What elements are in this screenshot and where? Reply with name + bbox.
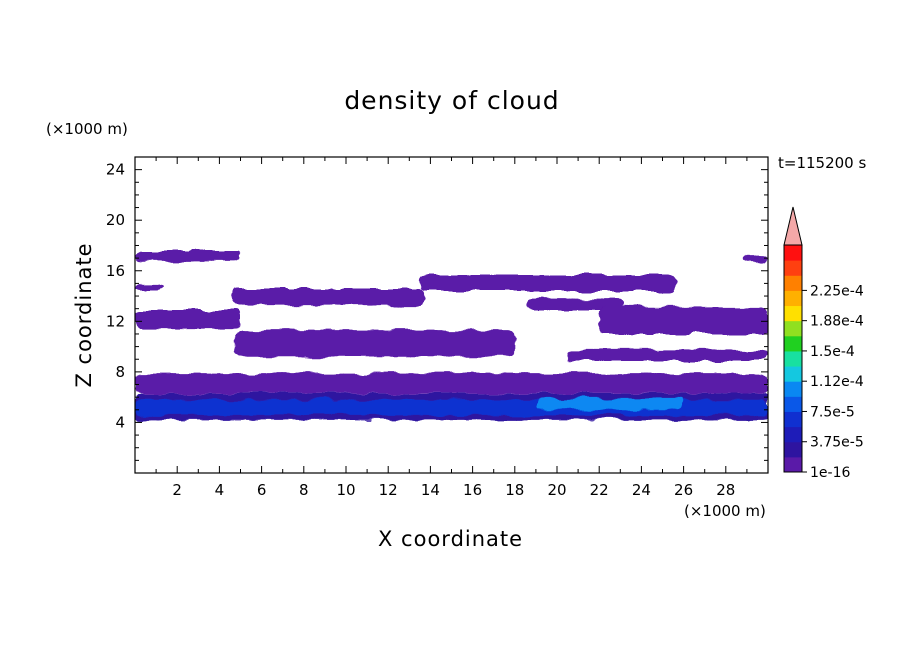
colorbar-swatch xyxy=(784,290,802,307)
colorbar-swatch xyxy=(784,366,802,382)
cloud-layer xyxy=(135,309,241,328)
cloud-layer xyxy=(236,330,515,357)
x-tick-label: 20 xyxy=(547,481,566,499)
colorbar: 1e-16 3.75e-5 7.5e-5 1.12e-4 1.5e-4 1.88e-4 2.… xyxy=(783,206,864,481)
colorbar-swatch xyxy=(784,305,802,322)
colorbar-label: 1e-16 xyxy=(810,465,850,481)
colorbar-label: 3.75e-5 xyxy=(810,435,864,451)
cloud-layer xyxy=(135,283,163,291)
chart-title: density of cloud xyxy=(344,86,560,115)
colorbar-swatch xyxy=(784,320,802,337)
y-tick-label: 24 xyxy=(106,161,125,179)
cloud-layer xyxy=(525,298,625,310)
x-tick-label: 16 xyxy=(463,481,482,499)
x-tick-label: 6 xyxy=(257,481,267,499)
colorbar-swatch xyxy=(784,441,802,458)
colorbar-swatch xyxy=(784,426,802,443)
colorbar-swatch xyxy=(784,245,802,261)
cloud-layer xyxy=(135,373,768,394)
colorbar-extend-arrow xyxy=(783,206,803,246)
x-tick-label: 22 xyxy=(590,481,609,499)
cloud-density-field xyxy=(135,250,768,420)
x-tick-label: 12 xyxy=(379,481,398,499)
colorbar-label: 7.5e-5 xyxy=(810,404,855,420)
colorbar-label: 1.12e-4 xyxy=(810,374,864,390)
x-tick-label: 8 xyxy=(299,481,309,499)
x-tick-label: 14 xyxy=(421,481,440,499)
colorbar-swatch xyxy=(784,335,802,352)
cloud-layer xyxy=(599,307,768,334)
x-tick-label: 26 xyxy=(674,481,693,499)
colorbar-swatch xyxy=(784,260,802,276)
cloud-layer xyxy=(135,250,241,262)
y-tick-label: 12 xyxy=(106,312,125,330)
colorbar-label: 1.5e-4 xyxy=(810,344,855,360)
x-tick-label: 2 xyxy=(172,481,182,499)
cloud-layer xyxy=(535,398,684,410)
colorbar-swatch xyxy=(784,381,802,397)
x-tick-label: 28 xyxy=(716,481,735,499)
x-tick-label: 10 xyxy=(336,481,355,499)
colorbar-frame xyxy=(783,244,803,473)
cloud-layer xyxy=(232,288,425,307)
colorbar-swatch xyxy=(784,275,802,291)
colorbar-label: 1.88e-4 xyxy=(810,314,864,330)
colorbar-swatch xyxy=(784,350,802,367)
cloud-layer xyxy=(419,274,676,291)
time-label: t=115200 s xyxy=(778,154,867,172)
y-tick-label: 20 xyxy=(106,211,125,229)
x-tick-label: 18 xyxy=(505,481,524,499)
x-tick-label: 4 xyxy=(215,481,225,499)
x-tick-label: 24 xyxy=(632,481,651,499)
colorbar-swatch xyxy=(784,456,802,473)
x-axis-units: (×1000 m) xyxy=(684,502,766,520)
y-tick-label: 16 xyxy=(106,262,125,280)
colorbar-swatch xyxy=(784,411,802,428)
cloud-layer xyxy=(565,350,768,361)
y-tick-label: 4 xyxy=(115,413,125,431)
x-axis-label: X coordinate xyxy=(378,527,524,551)
colorbar-swatch xyxy=(784,396,802,412)
z-axis-units: (×1000 m) xyxy=(46,120,128,138)
y-tick-label: 8 xyxy=(115,363,125,381)
colorbar-label: 2.25e-4 xyxy=(810,283,864,299)
cloud-layer xyxy=(744,255,768,264)
